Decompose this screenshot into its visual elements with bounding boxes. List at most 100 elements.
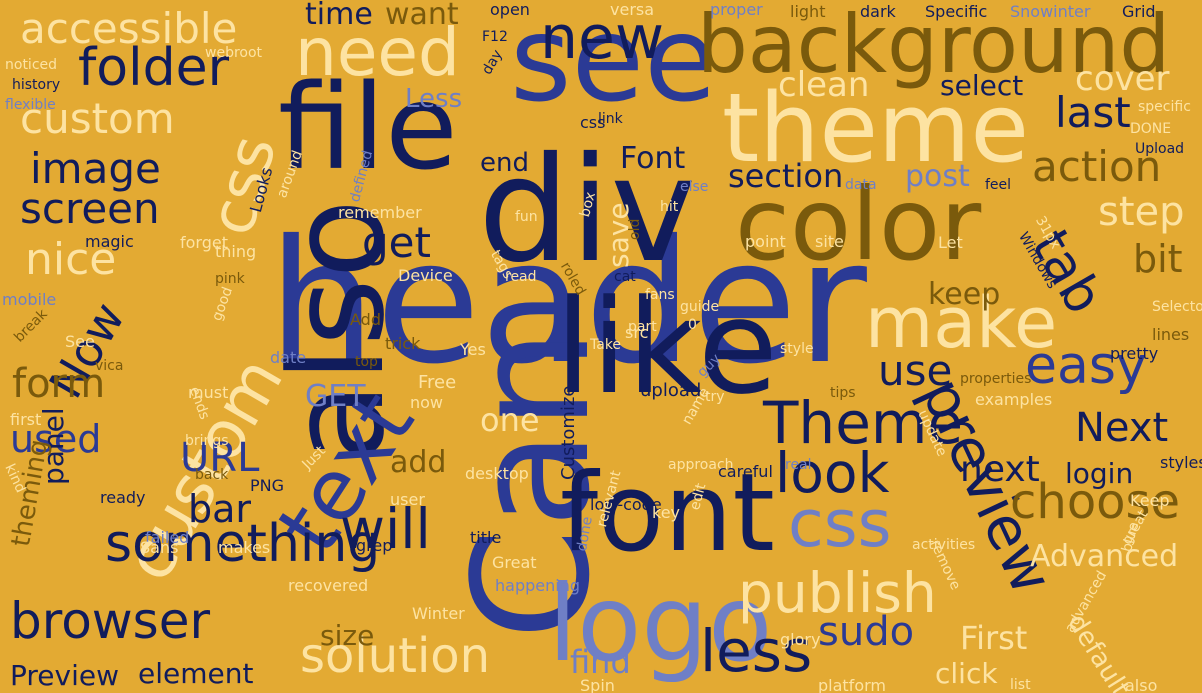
cloud-word: now	[410, 393, 444, 412]
cloud-word: screen	[20, 184, 160, 233]
cloud-word: pretty	[1110, 344, 1159, 363]
cloud-word: use	[878, 346, 953, 395]
cloud-word: browser	[10, 592, 211, 650]
cloud-word: form	[12, 361, 106, 407]
cloud-word: file	[278, 58, 458, 196]
cloud-word: platform	[818, 676, 886, 693]
cloud-word: color	[735, 166, 982, 283]
cloud-word: noticed	[5, 57, 58, 73]
cloud-word: forget	[180, 233, 228, 252]
cloud-word: solution	[300, 628, 491, 684]
cloud-word: dark	[860, 2, 896, 21]
cloud-word: will	[340, 497, 431, 561]
cloud-word: css	[580, 113, 606, 132]
cloud-word: specific	[1138, 99, 1191, 115]
cloud-word: break	[11, 306, 51, 346]
cloud-word: examples	[975, 390, 1053, 409]
cloud-word: login	[1065, 457, 1134, 490]
cloud-word: back	[195, 467, 229, 483]
cloud-word: easy	[1025, 336, 1147, 396]
cloud-word: happening	[495, 576, 580, 595]
cloud-word: add	[390, 445, 447, 480]
cloud-word: Device	[398, 266, 453, 285]
cloud-word: section	[728, 157, 844, 195]
cloud-word: URL	[180, 435, 260, 481]
cloud-word: mobile	[2, 290, 57, 309]
cloud-word: Preview	[10, 659, 119, 692]
cloud-word: find	[570, 643, 631, 681]
cloud-word: like	[555, 271, 778, 423]
cloud-word: read	[505, 269, 537, 285]
cloud-word: good	[209, 284, 237, 324]
cloud-word: link	[598, 111, 623, 127]
cloud-word: tips	[830, 385, 856, 401]
cloud-word: history	[12, 77, 61, 93]
cloud-word: flexible	[5, 97, 56, 113]
cloud-word: Grid	[1122, 2, 1156, 21]
cloud-word: First	[960, 619, 1028, 657]
cloud-word: header	[268, 204, 867, 402]
cloud-word: last	[1055, 88, 1131, 137]
cloud-word: point	[745, 232, 786, 251]
cloud-word: title	[470, 528, 502, 547]
cloud-word: Advanced	[1030, 539, 1179, 574]
cloud-word: less	[700, 617, 813, 685]
cloud-word: style	[780, 341, 814, 357]
cloud-word: lines	[1152, 325, 1190, 344]
cloud-word: Specific	[925, 2, 988, 21]
cloud-word: Less	[405, 84, 463, 114]
cloud-word: publish	[738, 561, 937, 625]
cloud-word: cover	[1075, 59, 1170, 99]
cloud-word: Take	[590, 337, 622, 353]
cloud-word: user	[390, 490, 425, 509]
cloud-word: select	[940, 69, 1024, 102]
cloud-word: Great	[492, 553, 537, 572]
cloud-word: src	[625, 323, 649, 342]
cloud-word: See	[65, 332, 95, 351]
cloud-word: used	[10, 417, 102, 461]
cloud-word: real	[785, 457, 812, 473]
cloud-word: css	[788, 487, 892, 562]
cloud-word: Add	[350, 310, 381, 329]
cloud-word: Keep	[1130, 491, 1170, 510]
cloud-word: Snowinter	[1010, 2, 1091, 21]
cloud-word: grep	[356, 536, 393, 555]
cloud-word: webroot	[205, 45, 263, 61]
cloud-word: choose	[1010, 474, 1181, 530]
cloud-word: logo	[548, 563, 773, 685]
cloud-word: upload	[640, 380, 702, 401]
cloud-word: Theme	[763, 389, 964, 457]
cloud-word: glory	[780, 630, 821, 649]
cloud-word: F12	[482, 29, 508, 45]
cloud-word: Customize	[558, 385, 579, 480]
cloud-word: properties	[960, 371, 1032, 387]
cloud-word: new	[540, 3, 665, 73]
cloud-word: GET	[305, 379, 366, 414]
cloud-word: click	[935, 657, 998, 690]
cloud-word: try	[705, 389, 725, 405]
cloud-word: proper	[710, 0, 763, 19]
cloud-word: also	[1125, 676, 1158, 693]
cloud-word: make	[865, 282, 1058, 364]
cloud-word: theme	[722, 74, 1029, 184]
cloud-word: size	[320, 619, 375, 652]
cloud-word: top	[355, 354, 378, 370]
cloud-word: open	[490, 0, 530, 19]
cloud-word: element	[138, 657, 254, 690]
cloud-word: makes	[218, 538, 271, 557]
cloud-word: time	[305, 0, 373, 32]
cloud-word: low-code	[590, 495, 662, 514]
cloud-word: get	[362, 218, 431, 267]
cloud-word: keep	[928, 277, 1001, 312]
cloud-word: image	[30, 144, 161, 193]
cloud-word: part	[628, 319, 657, 335]
cloud-word: data	[845, 177, 877, 193]
cloud-word: Let	[938, 233, 963, 252]
cloud-word: ready	[100, 488, 146, 507]
cloud-word: end	[480, 148, 529, 178]
cloud-word: desktop	[465, 464, 529, 483]
cloud-word: thing	[215, 242, 257, 261]
cloud-word: Spin	[580, 676, 615, 693]
cloud-word: something	[105, 514, 381, 574]
cloud-word: Yes	[460, 340, 486, 359]
